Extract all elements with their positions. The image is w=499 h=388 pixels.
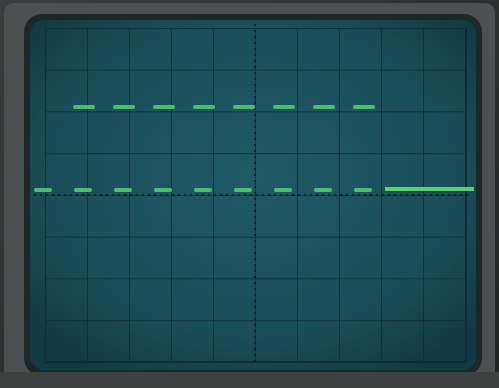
oscilloscope-photo xyxy=(0,0,499,388)
bottom-panel xyxy=(0,372,499,388)
page xyxy=(0,0,499,388)
